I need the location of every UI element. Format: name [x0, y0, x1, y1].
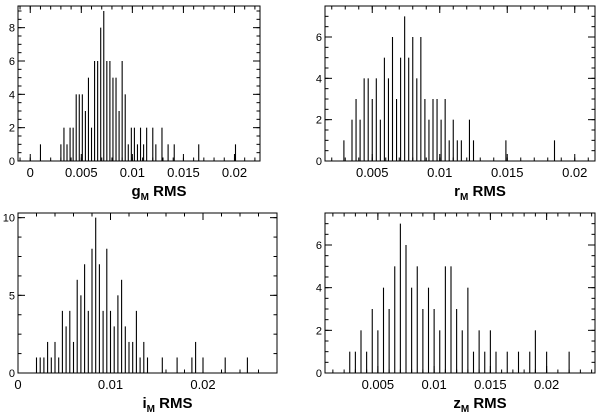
x-axis-title: gM RMS: [131, 183, 186, 203]
y-tick-label: 0: [9, 368, 15, 380]
y-tick-label: 5: [9, 290, 15, 302]
x-axis-title-letter: z: [453, 395, 461, 412]
y-tick-label: 2: [316, 325, 322, 337]
histogram-panel-z-rms: 0.005 0.01 0.015 0.02 0 2 4 6 zM RMS: [316, 212, 596, 415]
histogram-panel-r-rms: 0.005 0.01 0.015 0.02 0 2 4 6 rM RMS: [316, 5, 596, 203]
y-tick-label: 10: [3, 213, 15, 225]
plot-frame: [324, 5, 596, 162]
x-axis-title: iM RMS: [142, 395, 192, 415]
y-tick-label: 6: [9, 56, 15, 68]
x-tick-label: 0.01: [421, 377, 446, 392]
x-tick-label: 0.005: [362, 377, 395, 392]
y-tick-label: 6: [316, 240, 322, 252]
y-tick-label: 4: [316, 73, 322, 85]
plot-frame: [17, 5, 261, 162]
x-axis-title: zM RMS: [453, 395, 506, 415]
x-axis-title-letter: r: [454, 183, 460, 200]
y-tick-label: 2: [316, 115, 322, 127]
x-axis-title-letter: i: [142, 395, 146, 412]
x-tick-label: 0: [14, 377, 21, 392]
x-tick-label: 0.02: [222, 165, 247, 180]
x-axis-title-subscript: M: [460, 192, 468, 203]
y-tick-label: 8: [9, 23, 15, 35]
plot-frame: [324, 212, 596, 374]
x-tick-label: 0.02: [190, 377, 215, 392]
x-tick-label: 0.015: [474, 377, 507, 392]
y-tick-label: 0: [316, 156, 322, 168]
y-tick-label: 0: [9, 156, 15, 168]
plot-frame: [17, 212, 278, 374]
x-tick-label: 0.005: [356, 165, 389, 180]
x-tick-label: 0.01: [120, 165, 145, 180]
x-tick-label: 0.005: [65, 165, 98, 180]
x-tick-label: 0.02: [534, 377, 559, 392]
histogram-panel-g-rms: 0 0.005 0.01 0.015 0.02 0 2 4 6 8 gM RMS: [9, 5, 261, 203]
x-axis-title-subscript: M: [147, 404, 155, 415]
x-axis-title: rM RMS: [454, 183, 506, 203]
x-tick-label: 0.01: [427, 165, 452, 180]
y-tick-label: 4: [9, 89, 15, 101]
x-axis-title-suffix: RMS: [469, 395, 507, 412]
x-tick-label: 0.01: [98, 377, 123, 392]
x-axis-title-suffix: RMS: [155, 395, 193, 412]
y-tick-label: 4: [316, 283, 322, 295]
x-axis-title-suffix: RMS: [468, 183, 506, 200]
y-tick-label: 0: [316, 368, 322, 380]
x-tick-label: 0.015: [167, 165, 200, 180]
x-tick-label: 0.015: [491, 165, 524, 180]
x-tick-label: 0: [27, 165, 34, 180]
x-tick-label: 0.02: [562, 165, 587, 180]
y-tick-label: 2: [9, 123, 15, 135]
y-tick-label: 6: [316, 32, 322, 44]
x-axis-title-subscript: M: [141, 192, 149, 203]
x-axis-title-letter: g: [131, 183, 140, 200]
x-axis-title-suffix: RMS: [149, 183, 187, 200]
histogram-panel-i-rms: 0 0.01 0.02 0 5 10 iM RMS: [3, 212, 278, 415]
x-axis-title-subscript: M: [461, 404, 469, 415]
